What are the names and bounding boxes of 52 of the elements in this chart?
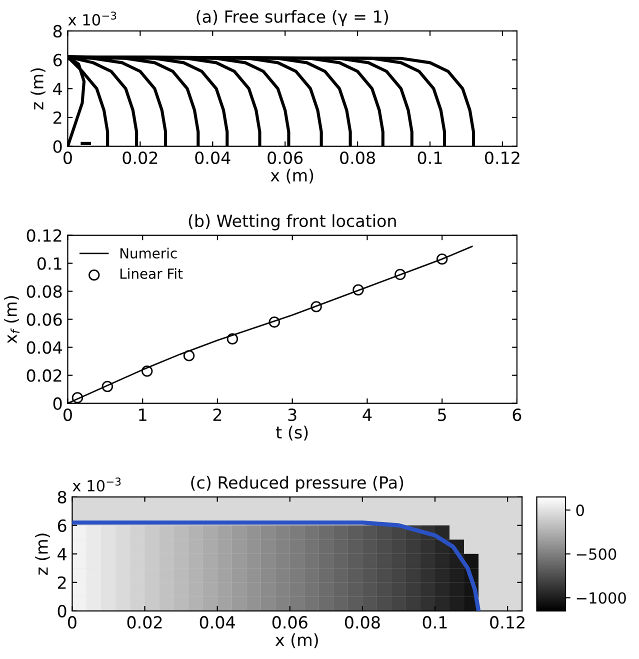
y-tick-label: 0.08 bbox=[26, 285, 62, 298]
y-tick-label: 2 bbox=[58, 576, 66, 589]
y-tick-label: 0.12 bbox=[26, 229, 62, 242]
x-tick-label: 0.06 bbox=[268, 151, 303, 164]
x-tick-label: 5 bbox=[438, 408, 446, 422]
y-tick-label: 2 bbox=[53, 111, 62, 124]
x-tick-label: 0.1 bbox=[418, 151, 442, 164]
x-tick-label: 0.04 bbox=[195, 151, 230, 164]
x-tick-label: 2 bbox=[213, 408, 222, 421]
x-tick-label: 0.12 bbox=[490, 616, 524, 629]
y-tick-label: 0 bbox=[53, 140, 62, 153]
y-tick-label: 6 bbox=[58, 519, 66, 532]
y-tick-label: 0 bbox=[53, 397, 62, 410]
color-bar-label: 0 bbox=[576, 504, 584, 516]
x-tick-label: 0.1 bbox=[422, 616, 447, 629]
x-tick-label: 4 bbox=[362, 408, 372, 421]
y-tick-label: 8 bbox=[58, 490, 66, 504]
y-axis-title: z (m) bbox=[35, 534, 50, 575]
y-tick-label: 0 bbox=[58, 604, 66, 618]
legend-label: Linear Fit bbox=[120, 268, 183, 279]
y-tick-label: 0.04 bbox=[26, 341, 62, 354]
x-tick-label: 0.06 bbox=[272, 616, 308, 629]
x-axis-title: x (m) bbox=[275, 633, 318, 648]
x-axis-title: x (m) bbox=[270, 168, 314, 184]
x-tick-label: 0.12 bbox=[485, 151, 520, 164]
y-tick-label: 0.06 bbox=[26, 313, 62, 326]
x-tick-label: 6 bbox=[512, 408, 522, 422]
chart-title: (a) Free surface (γ = 1) bbox=[196, 10, 388, 26]
y-axis-title: x$_{f}$ (m) bbox=[4, 296, 20, 344]
y-axis-title: z (m) bbox=[30, 68, 46, 110]
x-tick-label: 0.04 bbox=[200, 616, 235, 629]
legend-label: Numeric bbox=[120, 248, 177, 259]
y-tick-label: 0.02 bbox=[26, 369, 62, 382]
chart-title: (b) Wetting front location bbox=[188, 214, 396, 230]
y-tick-label: 6 bbox=[53, 54, 62, 66]
chart-title: (c) Reduced pressure (Pa) bbox=[191, 476, 404, 492]
x-tick-label: 0.02 bbox=[122, 151, 158, 164]
y-tick-label: 0.1 bbox=[37, 257, 62, 270]
text: x 10$^{−3}$ bbox=[72, 478, 121, 492]
x-tick-label: 0 bbox=[68, 616, 76, 629]
x-axis-title: t (s) bbox=[276, 426, 308, 441]
x-tick-label: 0.02 bbox=[127, 616, 162, 629]
color-bar-label: −1000 bbox=[576, 592, 626, 604]
x-tick-label: 0.08 bbox=[344, 616, 380, 629]
x-tick-label: 3 bbox=[288, 408, 296, 422]
text: x 10$^{−3}$ bbox=[68, 12, 116, 26]
color-bar-label: −500 bbox=[576, 548, 616, 560]
y-tick-label: 8 bbox=[53, 24, 62, 38]
y-tick-label: 4 bbox=[53, 82, 62, 95]
x-tick-label: 0.08 bbox=[340, 151, 375, 164]
y-tick-label: 4 bbox=[58, 548, 66, 560]
x-tick-label: 1 bbox=[139, 408, 146, 421]
